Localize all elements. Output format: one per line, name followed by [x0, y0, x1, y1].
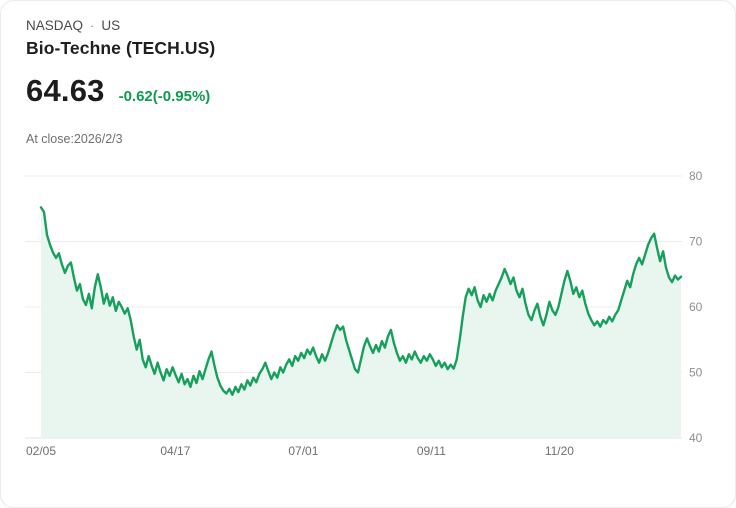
y-axis-tick-label: 70	[689, 235, 703, 249]
x-axis-tick-label: 09/11	[417, 444, 446, 458]
price-row: 64.63 -0.62(-0.95%)	[26, 73, 210, 109]
exchange-label: NASDAQ	[26, 18, 84, 33]
price-change: -0.62(-0.95%)	[118, 88, 211, 105]
current-price: 64.63	[26, 73, 105, 108]
price-chart: 40 50 60 70 80 02/05 04/17 07/01 09/11 11/20	[1, 159, 735, 471]
x-axis-tick-label: 04/17	[160, 444, 190, 458]
price-line	[39, 206, 683, 396]
y-axis-tick-label: 80	[689, 169, 703, 183]
price-chart-svg: 40 50 60 70 80 02/05 04/17 07/01 09/11 11/20	[25, 169, 703, 458]
x-axis-tick-label: 11/20	[545, 444, 574, 458]
as-of-date: At close:2026/2/3	[26, 132, 123, 146]
region-label: US	[101, 18, 121, 33]
stock-title: Bio-Techne (TECH.US)	[26, 38, 216, 58]
y-axis-tick-label: 50	[689, 366, 703, 380]
x-axis-tick-label: 02/05	[26, 444, 56, 458]
separator-dot: ·	[90, 18, 95, 33]
y-axis-tick-label: 40	[689, 431, 703, 445]
exchange-row: NASDAQ · US	[26, 18, 120, 33]
price-area-fill	[41, 207, 681, 438]
x-axis-tick-label: 07/01	[288, 444, 318, 458]
y-axis-tick-label: 60	[689, 300, 703, 314]
